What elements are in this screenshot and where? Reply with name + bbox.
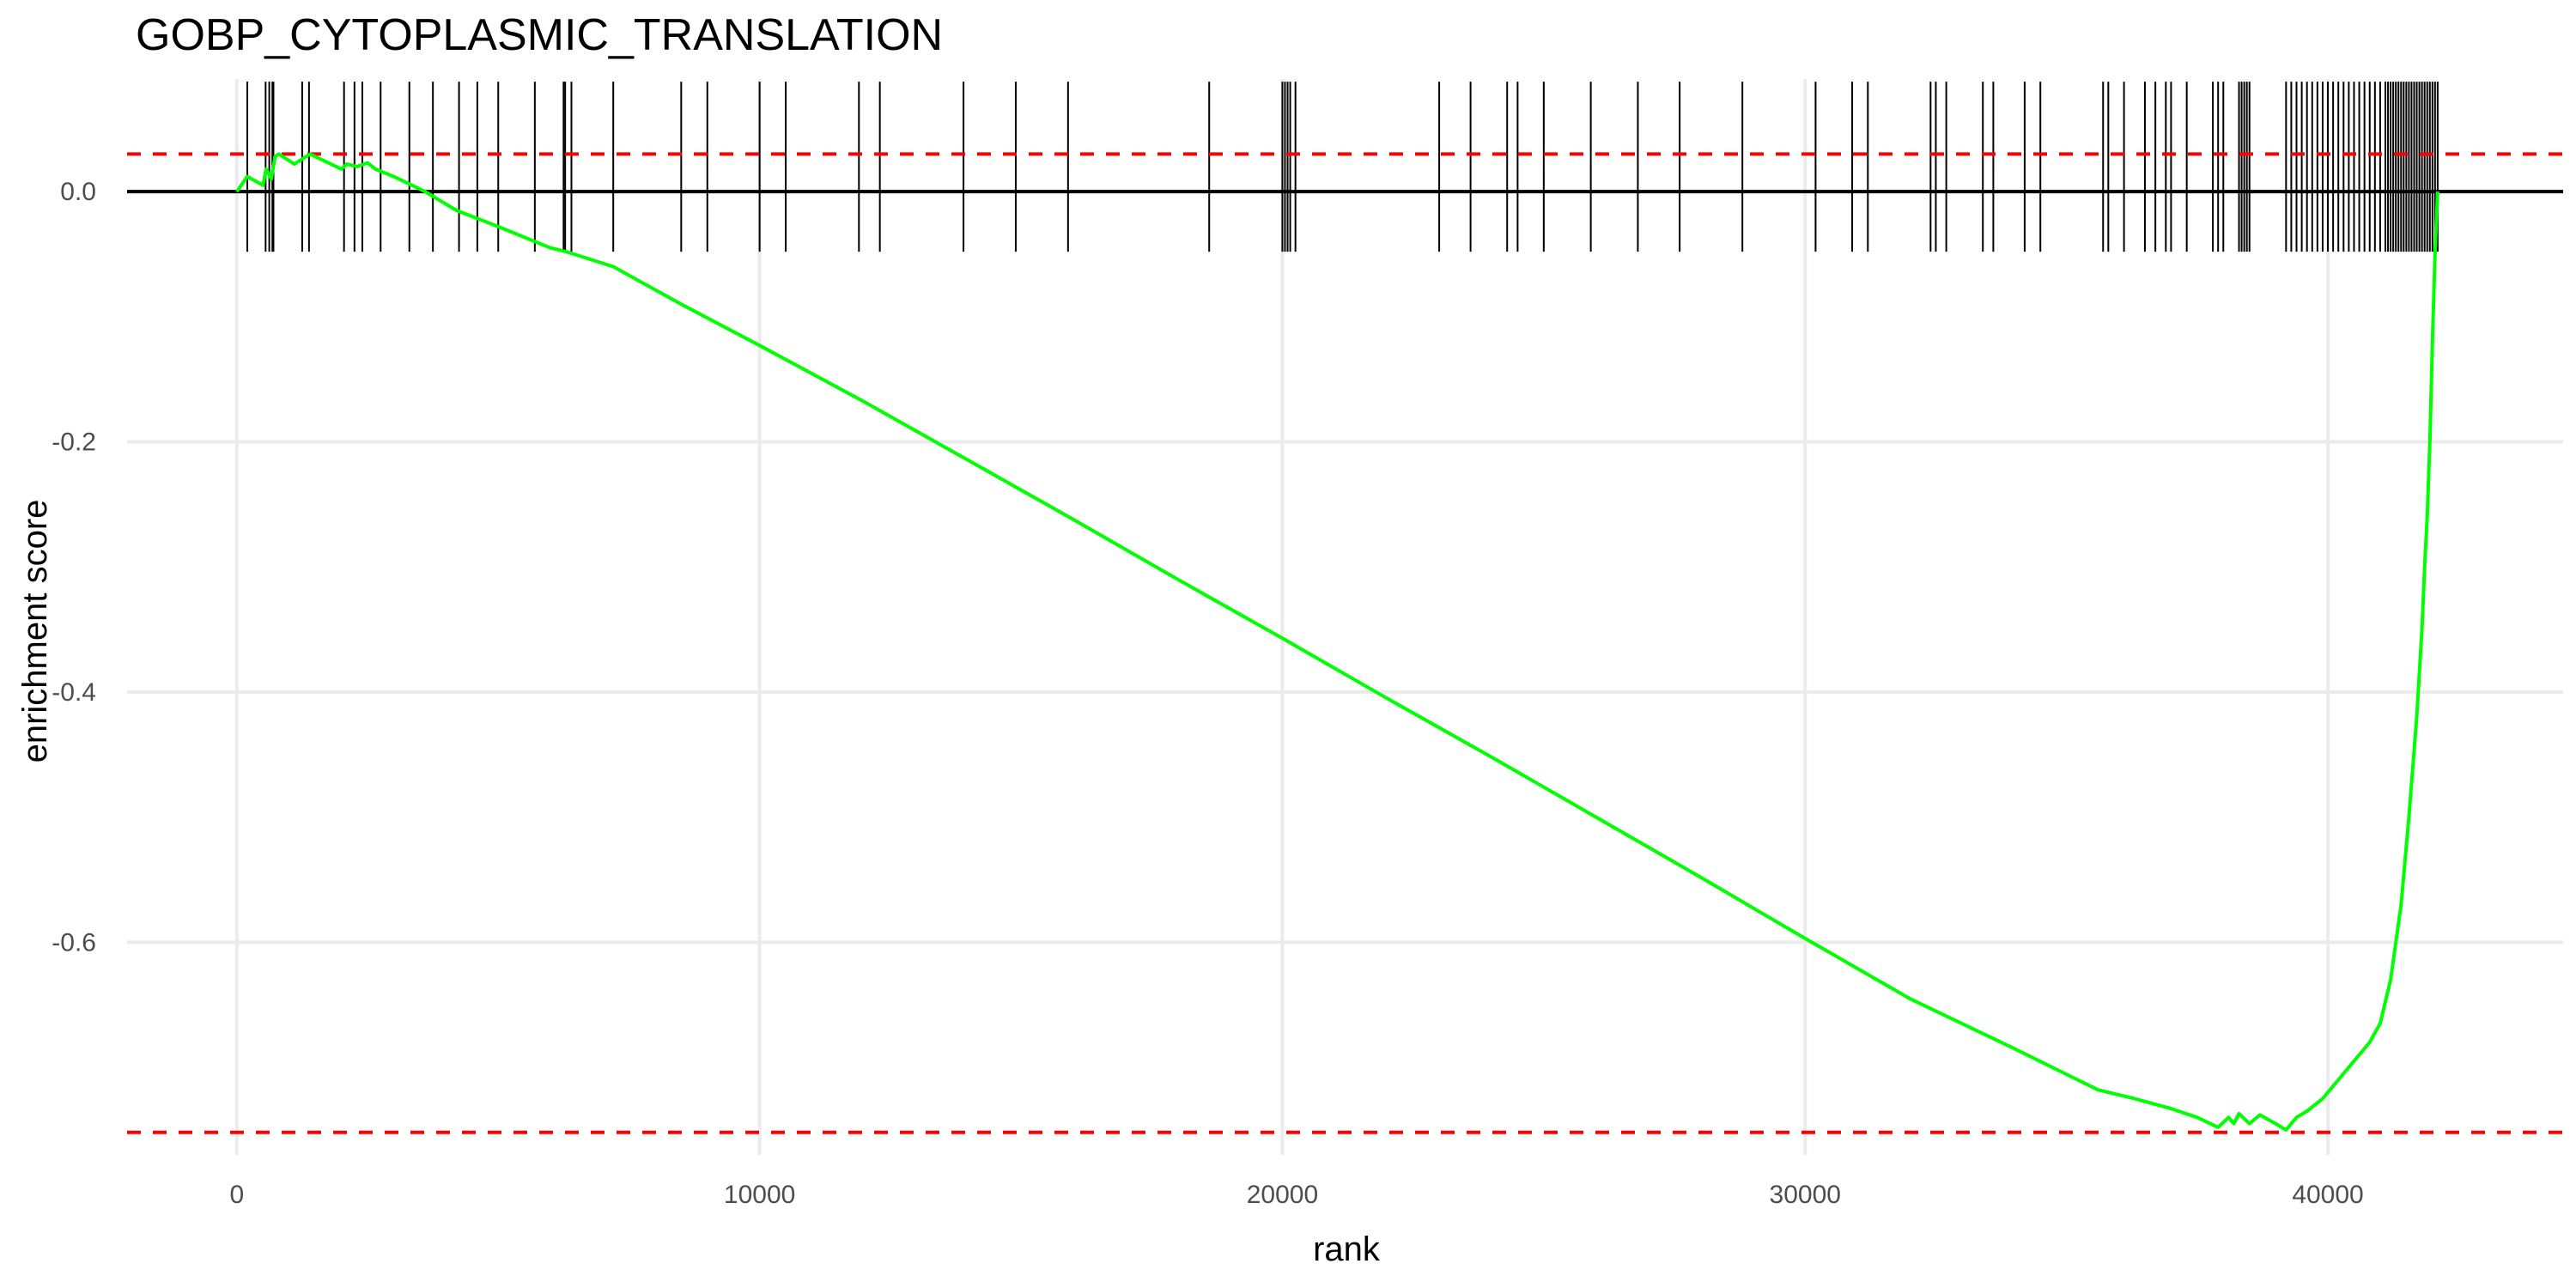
x-tick-label-2: 20000: [1247, 1181, 1318, 1209]
x-tick-label-1: 10000: [724, 1181, 795, 1209]
chart-title: GOBP_CYTOPLASMIC_TRANSLATION: [136, 10, 943, 60]
y-axis-title: enrichment score: [16, 500, 54, 763]
hit-ticks: [246, 82, 2439, 252]
x-tick-label-4: 40000: [2292, 1181, 2363, 1209]
y-tick-label-2: -0.4: [52, 678, 96, 707]
x-tick-label-3: 30000: [1770, 1181, 1841, 1209]
reference-lines: [127, 152, 2563, 1134]
y-tick-label-0: 0.0: [60, 178, 96, 206]
axis-layer: 0 10000 20000 30000 40000 0.0 -0.2 -0.4 -0.6: [52, 178, 2363, 1209]
x-axis-title: rank: [1313, 1230, 1381, 1268]
series-layer: [235, 152, 2439, 1132]
enrichment-score-line: [235, 152, 2439, 1132]
x-tick-label-0: 0: [230, 1181, 245, 1209]
y-tick-label-3: -0.6: [52, 928, 96, 957]
y-tick-label-1: -0.2: [52, 428, 96, 457]
